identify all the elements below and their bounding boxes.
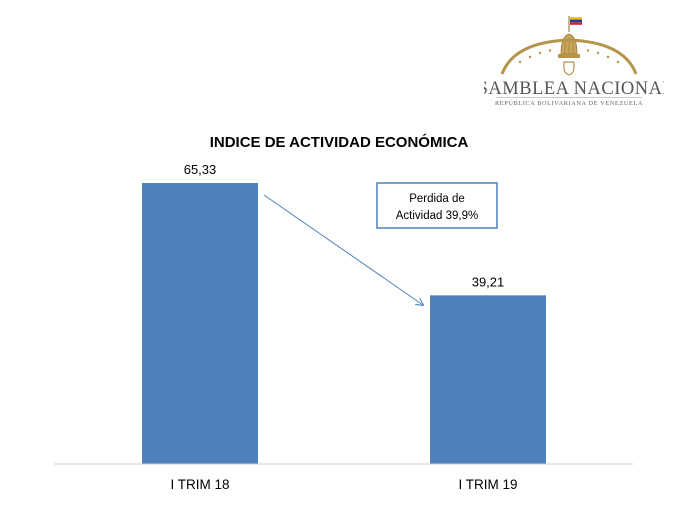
stars-decoration (518, 49, 620, 64)
trend-arrow (263, 194, 423, 305)
annotation-line-1: Perdida de (409, 193, 465, 205)
shield-icon (563, 61, 575, 76)
asamblea-nacional-logo: ASAMBLEA NACIONAL REPÚBLICA BOLIVARIANA … (484, 16, 664, 107)
flag-icon (568, 16, 582, 32)
arc-emblem (500, 38, 638, 75)
data-label-1: 65,33 (184, 162, 217, 177)
bar-2 (430, 295, 546, 464)
annotation-line-2: Actividad 39,9% (396, 210, 478, 222)
data-label-2: 39,21 (472, 274, 505, 289)
chart-title: INDICE DE ACTIVIDAD ECONÓMICA (210, 133, 469, 151)
logo-name: ASAMBLEA NACIONAL (484, 79, 664, 99)
annotation-box: Perdida de Actividad 39,9% (376, 182, 498, 229)
x-tick-label-2: I TRIM 19 (458, 477, 517, 492)
x-tick-label-1: I TRIM 18 (170, 477, 229, 492)
bar-1 (142, 183, 258, 464)
logo-subtitle: REPÚBLICA BOLIVARIANA DE VENEZUELA (495, 99, 643, 107)
